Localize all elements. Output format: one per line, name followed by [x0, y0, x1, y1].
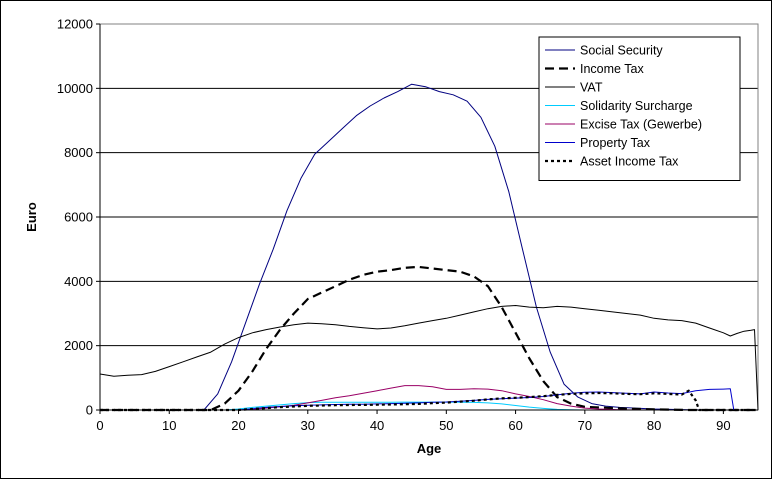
series-line-solidarity-surcharge	[100, 401, 758, 411]
x-tick-label: 60	[508, 418, 522, 433]
series-line-vat	[99, 305, 759, 411]
x-tick-label: 80	[647, 418, 661, 433]
series-lines	[99, 83, 759, 412]
x-tick-label: 20	[231, 418, 245, 433]
x-axis-title: Age	[417, 441, 442, 456]
y-tick-label: 0	[86, 403, 93, 418]
y-tick-label: 4000	[64, 274, 93, 289]
x-tick-label: 70	[578, 418, 592, 433]
legend-label: VAT	[580, 81, 603, 95]
legend-label: Social Security	[580, 44, 663, 58]
legend-label: Asset Income Tax	[580, 155, 679, 169]
legend-label: Income Tax	[580, 62, 644, 76]
legend: Social Security Income Tax VAT Solidarity S…	[538, 36, 741, 181]
x-tick-label: 10	[162, 418, 176, 433]
x-tick-label: 30	[301, 418, 315, 433]
x-tick-label: 50	[439, 418, 453, 433]
tick-labels: 0 2000 4000 6000 8000 10000 12000 0 10 20 30 40 50 60…	[57, 17, 731, 434]
x-tick-label: 90	[716, 418, 730, 433]
series-line-excise-tax-gewerbe	[100, 385, 758, 411]
series-line-property-tax	[100, 388, 758, 411]
y-tick-label: 10000	[57, 81, 93, 96]
y-tick-label: 6000	[64, 210, 93, 225]
series-line-asset-income-tax	[100, 389, 758, 412]
y-tick-label: 2000	[64, 338, 93, 353]
y-axis-title: Euro	[24, 202, 39, 232]
series-line-social-security	[100, 83, 758, 411]
series-line-income-tax	[100, 265, 758, 412]
legend-box	[538, 36, 741, 181]
y-tick-label: 8000	[64, 145, 93, 160]
legend-label: Excise Tax (Gewerbe)	[580, 118, 702, 132]
legend-label: Property Tax	[580, 136, 651, 150]
legend-label: Solidarity Surcharge	[580, 99, 693, 113]
x-tick-label: 40	[370, 418, 384, 433]
y-tick-label: 12000	[57, 17, 93, 32]
x-tick-label: 0	[96, 418, 103, 433]
